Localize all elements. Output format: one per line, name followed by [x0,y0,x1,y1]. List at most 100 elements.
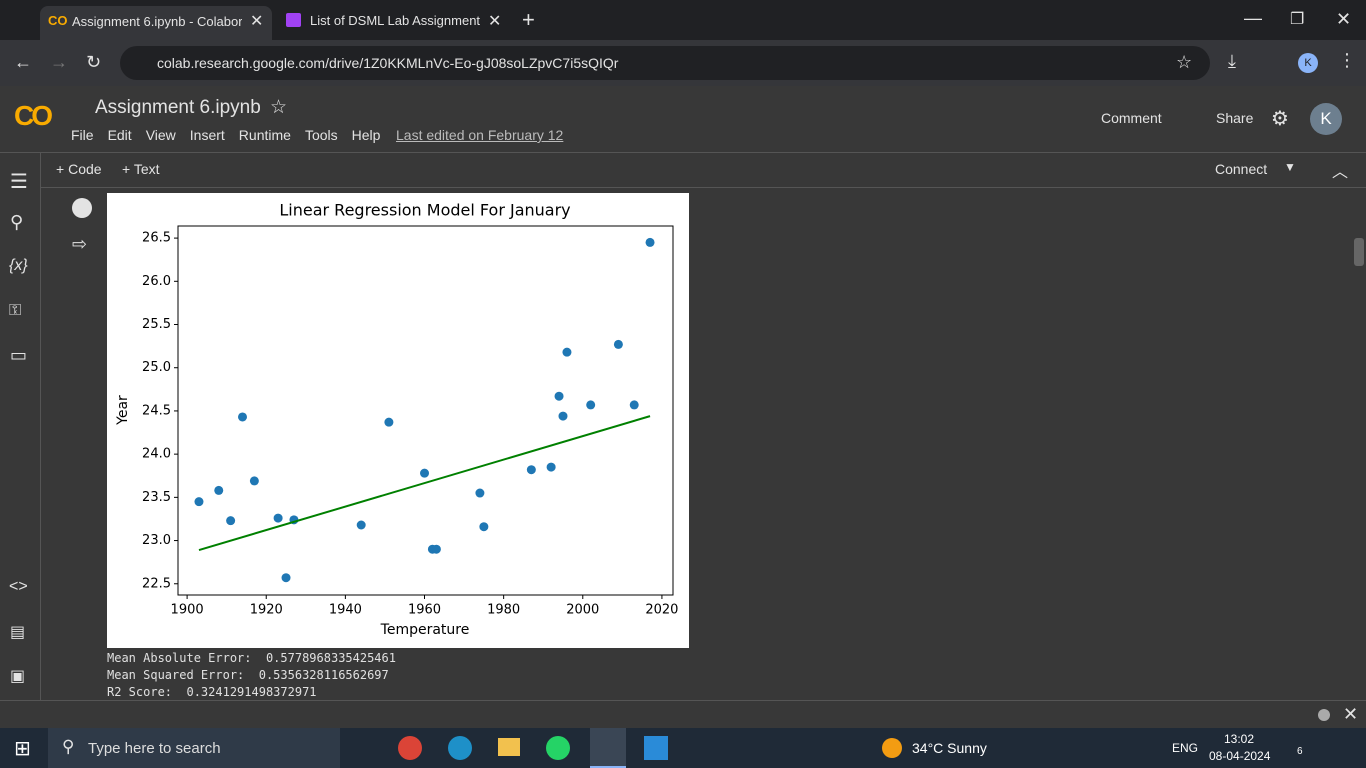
close-window[interactable]: ✕ [1336,9,1352,29]
menu-item[interactable]: File [71,127,94,143]
x-tick-label: 2000 [566,603,599,618]
point [546,462,556,472]
point [479,522,489,532]
menu-item[interactable]: Help [351,127,381,143]
y-tick-label: 25.5 [142,317,171,332]
downloads[interactable]: ⤓ [1228,51,1236,71]
point [273,513,283,523]
menu-item[interactable]: Tools [304,127,338,143]
point [420,468,430,478]
new-tab[interactable]: + [522,7,535,32]
y-tick-label: 24.5 [142,403,171,418]
bookmark[interactable]: ☆ [1176,52,1193,72]
connect[interactable]: Connect [1215,161,1268,177]
secrets[interactable]: ⚿ [9,302,22,319]
profile[interactable]: K [1298,53,1318,73]
point [431,544,441,554]
y-tick-label: 22.5 [142,576,171,591]
url: colab.research.google.com/drive/1Z0KKMLn… [157,55,619,71]
weather[interactable]: 34°C Sunny [912,740,987,756]
output-line: Mean Absolute Error: 0.5778968335425461 [107,651,396,665]
vscode[interactable] [644,736,668,760]
files[interactable]: ▭ [10,345,28,365]
clock-date[interactable]: 08-04-2024 [1209,749,1271,763]
terminal[interactable]: ▣ [10,668,26,685]
y-tick-label: 25.0 [142,360,171,375]
plot-frame [177,225,674,596]
add-code[interactable]: + Code [56,161,102,177]
x-tick-label: 2020 [645,603,678,618]
toolbar: ← → ↻ colab.research.google.com/drive/1Z… [0,40,1366,86]
point [562,347,572,357]
forward[interactable]: → [50,52,68,72]
share[interactable]: Share [1216,110,1254,126]
restore[interactable]: ❐ [1290,11,1305,28]
menu[interactable]: ⋮ [1338,50,1356,70]
point [475,488,485,498]
menu-item[interactable]: Runtime [238,127,291,143]
active-tab[interactable]: CO Assignment 6.ipynb - Colaborat ✕ [40,6,272,40]
menu-item[interactable]: Edit [107,127,132,143]
connect-dropdown[interactable]: ▼ [1284,160,1296,174]
clock-time[interactable]: 13:02 [1224,732,1255,746]
cell-toolbar: + Code + Text Connect ▼ ︿ [40,152,1366,188]
chrome[interactable] [398,736,422,760]
tab-close[interactable]: ✕ [488,13,502,30]
add-text-label: Text [133,161,160,177]
tab-title[interactable]: List of DSML Lab Assignment [310,13,481,28]
close-status[interactable]: ✕ [1343,704,1359,724]
point [645,237,655,247]
y-tick-label: 26.5 [142,231,171,246]
run-cell[interactable] [72,198,92,218]
notebook-title[interactable]: Assignment 6.ipynb [95,97,261,118]
add-text[interactable]: + Text [122,161,160,177]
start[interactable]: ⊞ [14,738,31,760]
menu-item[interactable]: View [145,127,176,143]
avatar[interactable]: K [1310,103,1342,135]
back[interactable]: ← [14,52,32,72]
x-tick-label: 1920 [250,603,283,618]
point [554,391,564,401]
settings[interactable]: ⚙ [1271,108,1289,130]
collapse[interactable]: ︿ [1332,164,1349,181]
command-palette[interactable]: ▤ [10,624,26,641]
search[interactable]: ⚲ [10,212,24,232]
last-edited[interactable]: Last edited on February 12 [396,127,564,143]
menu-bar: File Edit View Insert Runtime Tools Help [71,127,394,143]
chart: Linear Regression Model For January Temp… [107,193,689,648]
tab-icon: CO [48,13,68,28]
status-bar: ✕ [0,700,1366,729]
reload[interactable]: ↻ [86,52,102,72]
minimize[interactable]: — [1244,8,1262,28]
star[interactable]: ☆ [270,97,288,118]
tab-close[interactable]: ✕ [250,13,264,30]
point [237,412,247,422]
notifications[interactable]: 6 [1297,746,1303,757]
point [613,339,623,349]
explorer[interactable] [498,738,520,756]
weather-icon [882,738,902,758]
menu-item[interactable]: Insert [189,127,225,143]
cell-output: Mean Absolute Error: 0.5778968335425461 M… [107,650,396,701]
tab-title: Assignment 6.ipynb - Colaborat [72,14,242,29]
point [586,400,596,410]
chrome-active[interactable] [590,728,626,768]
point [558,411,568,421]
taskbar: ⊞ ⚲ Type here to search 34°C Sunny ENG 1… [0,728,1366,768]
output-menu[interactable]: ⇨ [72,234,88,254]
point [356,520,366,530]
omnibox[interactable]: colab.research.google.com/drive/1Z0KKMLn… [120,46,1210,80]
output-line: Mean Squared Error: 0.5356328116562697 [107,668,389,682]
search-box[interactable]: ⚲ Type here to search [48,728,340,768]
edge[interactable] [448,736,472,760]
variables[interactable]: {x} [9,257,28,274]
comment[interactable]: Comment [1101,110,1162,126]
point [226,516,236,526]
snippets[interactable]: <> [9,578,28,595]
toc[interactable]: ☰ [10,171,28,193]
language[interactable]: ENG [1172,741,1199,755]
sidebar: ☰ ⚲ {x} ⚿ ▭ <> ▤ ▣ [0,152,41,700]
whatsapp[interactable] [546,736,570,760]
y-tick-label: 23.0 [142,533,171,548]
search-icon: ⚲ [62,737,75,756]
